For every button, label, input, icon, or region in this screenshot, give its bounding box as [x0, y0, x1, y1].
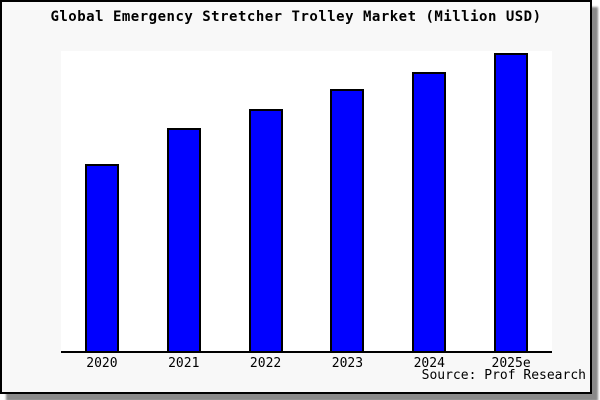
- bar-2021: [166, 127, 201, 351]
- x-tick-2023: 2023: [331, 356, 364, 371]
- plot-area: [61, 51, 552, 353]
- x-axis-ticks: 2020 2021 2022 2023 2024 2025e: [61, 356, 552, 372]
- x-tick-2024: 2024: [413, 356, 445, 371]
- bar-2023: [330, 88, 365, 351]
- x-tick-2021: 2021: [168, 356, 200, 371]
- x-tick-2025e: 2025e: [491, 356, 531, 371]
- chart-card: Global Emergency Stretcher Trolley Marke…: [0, 0, 592, 394]
- bar-2020: [84, 163, 119, 351]
- bar-2025e: [494, 53, 529, 351]
- source-note: Source: Prof Research: [421, 368, 586, 383]
- x-tick-2022: 2022: [249, 356, 282, 371]
- bar-2024: [412, 71, 447, 351]
- bar-2022: [248, 109, 283, 351]
- x-tick-2020: 2020: [86, 356, 118, 371]
- chart-title: Global Emergency Stretcher Trolley Marke…: [50, 9, 542, 25]
